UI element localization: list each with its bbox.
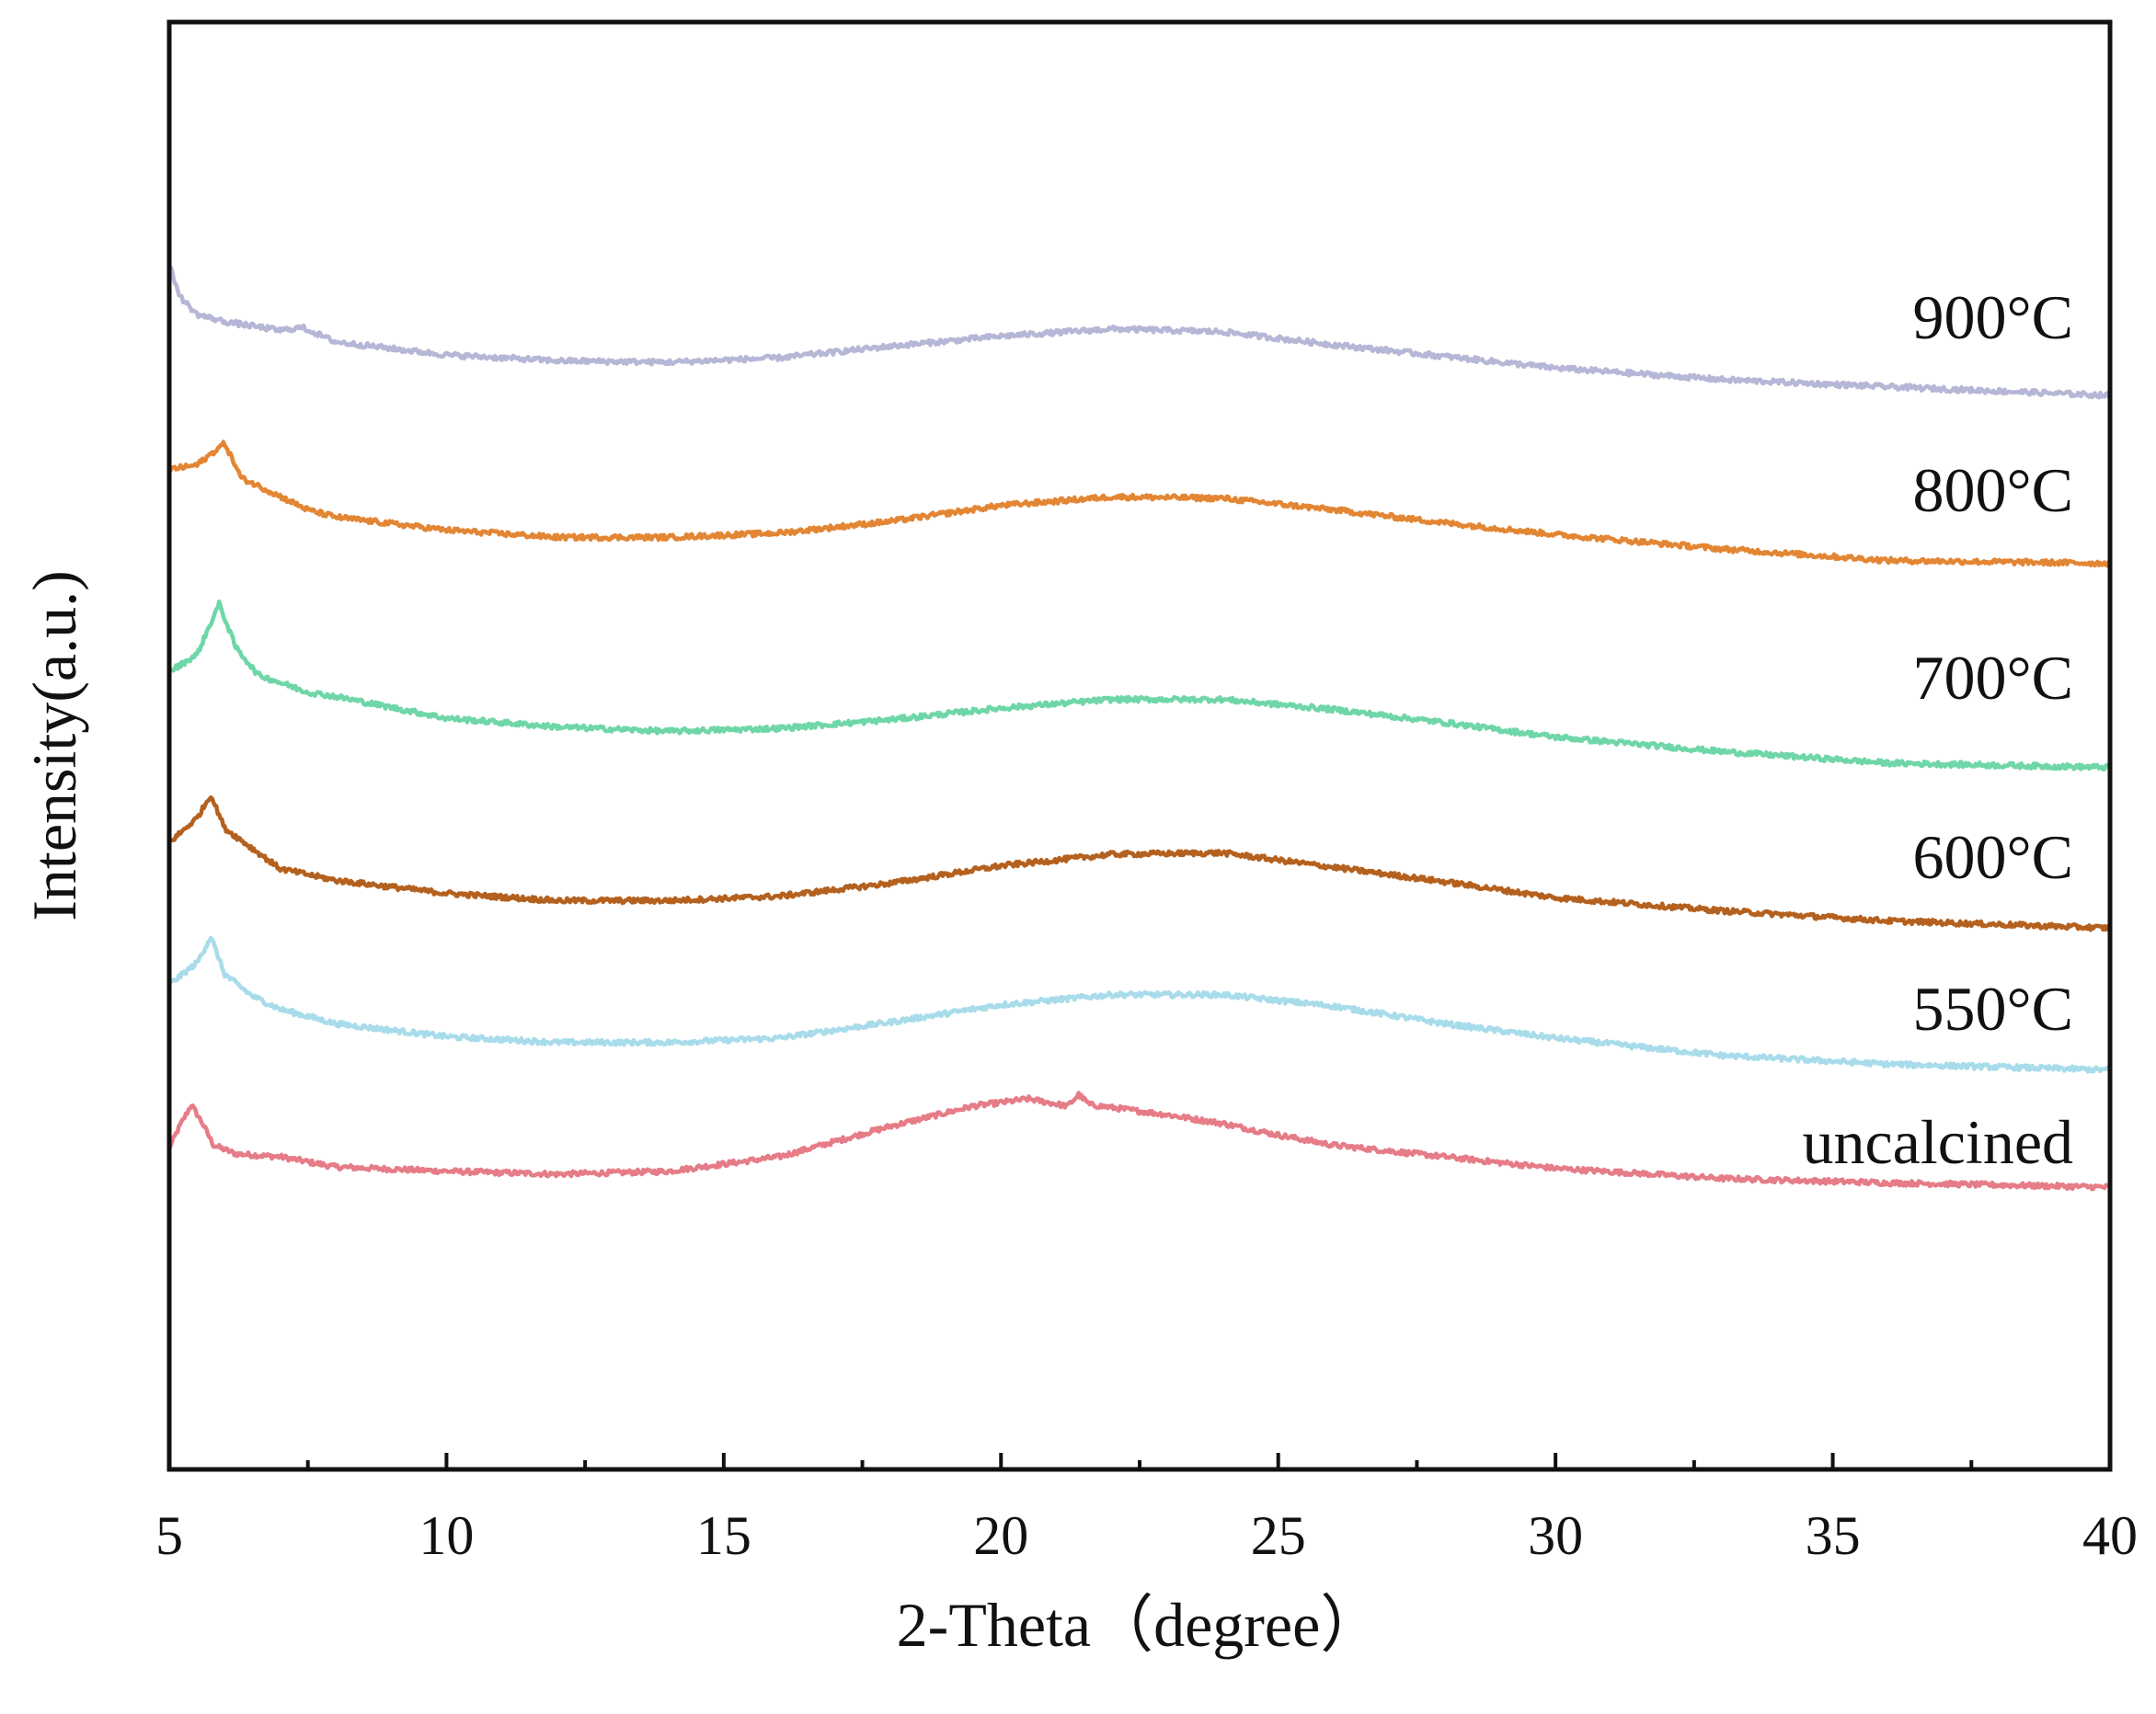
series-line-550c bbox=[166, 935, 2111, 1074]
series-line-700c bbox=[166, 599, 2111, 771]
x-tick-label: 20 bbox=[973, 1505, 1028, 1566]
y-axis-title: Intensity(a.u.) bbox=[19, 570, 89, 920]
series-label-900c: 900°C bbox=[1912, 282, 2073, 352]
x-tick-label: 5 bbox=[155, 1505, 183, 1566]
series-label-uncalcined: uncalcined bbox=[1802, 1107, 2073, 1177]
series-line-uncalcined bbox=[167, 1091, 2111, 1192]
series-label-600c: 600°C bbox=[1912, 822, 2073, 892]
x-tick-label: 40 bbox=[2082, 1505, 2138, 1566]
x-tick-label: 10 bbox=[419, 1505, 474, 1566]
series-line-900c bbox=[167, 264, 2112, 400]
series-label-550c: 550°C bbox=[1912, 974, 2073, 1044]
series-line-800c bbox=[167, 440, 2112, 568]
x-tick-label: 30 bbox=[1528, 1505, 1583, 1566]
x-tick-label: 25 bbox=[1251, 1505, 1306, 1566]
series-line-600c bbox=[167, 794, 2112, 932]
plot-frame bbox=[166, 19, 2113, 1472]
series-label-700c: 700°C bbox=[1912, 643, 2073, 713]
x-axis-ticks: 5 10 15 20 25 30 35 40 bbox=[155, 1453, 2138, 1566]
x-tick-label: 15 bbox=[696, 1505, 751, 1566]
x-tick-label: 35 bbox=[1806, 1505, 1861, 1566]
series-label-800c: 800°C bbox=[1912, 455, 2073, 525]
series-labels: uncalcined 550°C 600°C 700°C 800°C 900°C bbox=[1802, 282, 2073, 1177]
series-group bbox=[166, 264, 2112, 1192]
x-axis-title: 2-Theta（degree） bbox=[897, 1590, 1383, 1660]
